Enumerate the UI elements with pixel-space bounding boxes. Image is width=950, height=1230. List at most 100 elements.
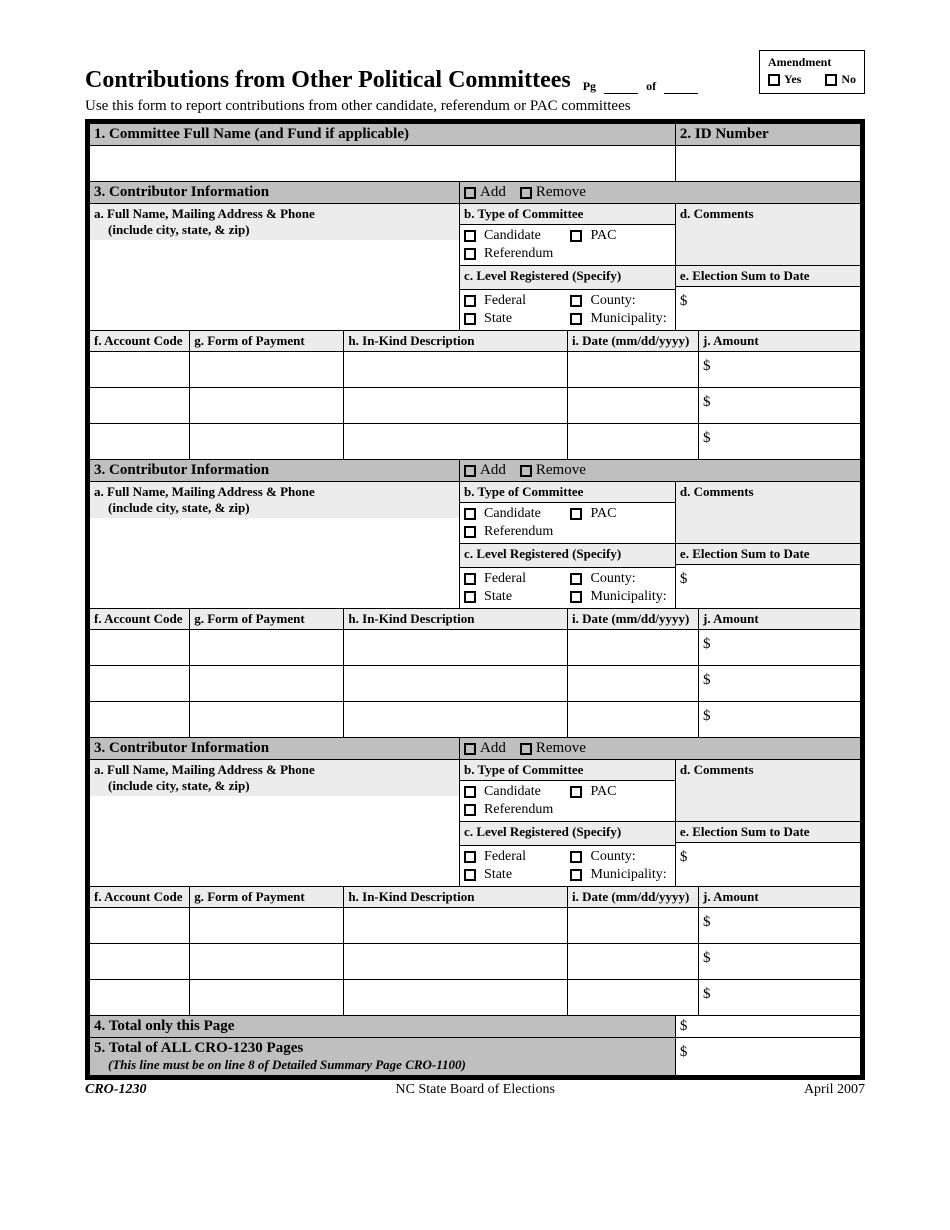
h-field[interactable] — [344, 944, 568, 980]
c-county[interactable]: County: — [570, 292, 670, 310]
checkbox-icon — [464, 851, 476, 863]
j-field[interactable]: $ — [699, 944, 861, 980]
e-value[interactable]: $ — [676, 287, 860, 316]
i-field[interactable] — [567, 944, 698, 980]
b-candidate[interactable]: Candidate — [464, 227, 564, 245]
g-field[interactable] — [190, 980, 344, 1016]
f-field[interactable] — [90, 630, 190, 666]
total-page-field[interactable]: $ — [675, 1016, 860, 1038]
a-label: a. Full Name, Mailing Address & Phone — [94, 762, 455, 778]
f-field[interactable] — [90, 908, 190, 944]
h-field[interactable] — [344, 388, 568, 424]
id-number-field[interactable] — [675, 146, 860, 182]
h-field[interactable] — [344, 980, 568, 1016]
b-referendum[interactable]: Referendum — [464, 245, 564, 263]
g-field[interactable] — [190, 388, 344, 424]
b-pac[interactable]: PAC — [570, 227, 670, 245]
f-field[interactable] — [90, 388, 190, 424]
b-candidate[interactable]: Candidate — [464, 505, 564, 523]
c-county[interactable]: County: — [570, 848, 670, 866]
add-option[interactable]: Add — [464, 740, 506, 757]
field-d[interactable]: d. Comments — [675, 204, 860, 266]
b-pac[interactable]: PAC — [570, 505, 670, 523]
i-field[interactable] — [567, 666, 698, 702]
e-value[interactable]: $ — [676, 565, 860, 594]
checkbox-icon — [464, 248, 476, 260]
c-municipality[interactable]: Municipality: — [570, 588, 670, 606]
amendment-no-option[interactable]: No — [825, 72, 856, 87]
j-field[interactable]: $ — [699, 908, 861, 944]
b-referendum[interactable]: Referendum — [464, 523, 564, 541]
add-option[interactable]: Add — [464, 462, 506, 479]
remove-option[interactable]: Remove — [520, 462, 586, 479]
checkbox-icon — [464, 869, 476, 881]
total-all-field[interactable]: $ — [675, 1038, 860, 1076]
f-field[interactable] — [90, 352, 190, 388]
pg-current-blank[interactable] — [604, 80, 638, 94]
c-municipality[interactable]: Municipality: — [570, 310, 670, 328]
field-d[interactable]: d. Comments — [675, 760, 860, 822]
section-4-header: 4. Total only this Page — [90, 1016, 676, 1038]
b-referendum[interactable]: Referendum — [464, 801, 564, 819]
g-field[interactable] — [190, 352, 344, 388]
g-field[interactable] — [190, 424, 344, 460]
f-field[interactable] — [90, 944, 190, 980]
i-field[interactable] — [567, 702, 698, 738]
h-field[interactable] — [344, 666, 568, 702]
a-input-area[interactable] — [90, 518, 459, 608]
c-federal[interactable]: Federal — [464, 848, 564, 866]
f-field[interactable] — [90, 666, 190, 702]
c-county[interactable]: County: — [570, 570, 670, 588]
i-field[interactable] — [567, 908, 698, 944]
field-a[interactable]: a. Full Name, Mailing Address & Phone (i… — [90, 204, 460, 331]
checkbox-icon — [464, 295, 476, 307]
h-field[interactable] — [344, 424, 568, 460]
c-federal[interactable]: Federal — [464, 570, 564, 588]
j-field[interactable]: $ — [699, 666, 861, 702]
remove-option[interactable]: Remove — [520, 740, 586, 757]
committee-name-field[interactable] — [90, 146, 676, 182]
c-municipality[interactable]: Municipality: — [570, 866, 670, 884]
a-input-area[interactable] — [90, 796, 459, 886]
i-field[interactable] — [567, 980, 698, 1016]
j-field[interactable]: $ — [699, 352, 861, 388]
f-field[interactable] — [90, 424, 190, 460]
g-field[interactable] — [190, 666, 344, 702]
h-field[interactable] — [344, 630, 568, 666]
e-value[interactable]: $ — [676, 843, 860, 872]
j-field[interactable]: $ — [699, 630, 861, 666]
g-field[interactable] — [190, 630, 344, 666]
b-pac[interactable]: PAC — [570, 783, 670, 801]
g-field[interactable] — [190, 908, 344, 944]
c-federal[interactable]: Federal — [464, 292, 564, 310]
j-field[interactable]: $ — [699, 702, 861, 738]
j-field[interactable]: $ — [699, 388, 861, 424]
c-state[interactable]: State — [464, 588, 564, 606]
g-field[interactable] — [190, 702, 344, 738]
amendment-yes-option[interactable]: Yes — [768, 72, 801, 87]
g-field[interactable] — [190, 944, 344, 980]
i-field[interactable] — [567, 388, 698, 424]
field-d[interactable]: d. Comments — [675, 482, 860, 544]
b-candidate[interactable]: Candidate — [464, 783, 564, 801]
field-a[interactable]: a. Full Name, Mailing Address & Phone (i… — [90, 760, 460, 887]
remove-option[interactable]: Remove — [520, 184, 586, 201]
c-state[interactable]: State — [464, 310, 564, 328]
i-field[interactable] — [567, 630, 698, 666]
h-field[interactable] — [344, 352, 568, 388]
f-field[interactable] — [90, 702, 190, 738]
form-title: Contributions from Other Political Commi… — [85, 67, 571, 94]
pg-total-blank[interactable] — [664, 80, 698, 94]
h-field[interactable] — [344, 702, 568, 738]
field-a[interactable]: a. Full Name, Mailing Address & Phone (i… — [90, 482, 460, 609]
f-field[interactable] — [90, 980, 190, 1016]
d-label: d. Comments — [680, 206, 856, 222]
c-state[interactable]: State — [464, 866, 564, 884]
i-field[interactable] — [567, 424, 698, 460]
j-field[interactable]: $ — [699, 980, 861, 1016]
h-field[interactable] — [344, 908, 568, 944]
i-field[interactable] — [567, 352, 698, 388]
add-option[interactable]: Add — [464, 184, 506, 201]
j-field[interactable]: $ — [699, 424, 861, 460]
a-input-area[interactable] — [90, 240, 459, 330]
